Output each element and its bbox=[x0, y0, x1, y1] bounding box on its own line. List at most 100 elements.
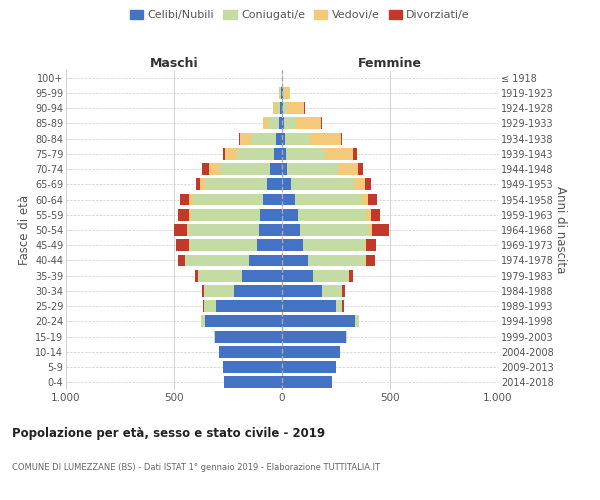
Bar bbox=[196, 178, 200, 190]
Bar bbox=[280, 87, 281, 99]
Bar bbox=[371, 224, 389, 236]
Bar bbox=[205, 178, 267, 190]
Bar bbox=[336, 300, 343, 312]
Bar bbox=[282, 118, 284, 130]
Bar bbox=[325, 148, 353, 160]
Text: COMUNE DI LUMEZZANE (BS) - Dati ISTAT 1° gennaio 2019 - Elaborazione TUTTITALIA.: COMUNE DI LUMEZZANE (BS) - Dati ISTAT 1°… bbox=[12, 462, 380, 471]
Bar bbox=[355, 178, 365, 190]
Bar bbox=[190, 240, 257, 251]
Bar bbox=[281, 87, 282, 99]
Bar bbox=[176, 240, 189, 251]
Bar bbox=[187, 224, 188, 236]
Bar bbox=[191, 209, 260, 220]
Bar bbox=[365, 254, 366, 266]
Bar bbox=[189, 240, 190, 251]
Bar bbox=[205, 316, 282, 328]
Bar bbox=[215, 330, 282, 342]
Bar bbox=[194, 270, 198, 281]
Bar bbox=[223, 361, 282, 373]
Bar bbox=[285, 132, 310, 144]
Bar bbox=[322, 285, 343, 297]
Bar bbox=[343, 285, 344, 297]
Bar bbox=[338, 163, 358, 175]
Bar bbox=[282, 163, 287, 175]
Bar bbox=[274, 102, 277, 114]
Bar bbox=[193, 194, 263, 205]
Bar bbox=[346, 330, 347, 342]
Bar bbox=[282, 224, 301, 236]
Bar bbox=[282, 178, 290, 190]
Bar bbox=[204, 285, 235, 297]
Bar bbox=[282, 209, 298, 220]
Bar bbox=[362, 194, 368, 205]
Bar bbox=[236, 148, 274, 160]
Bar bbox=[371, 209, 380, 220]
Bar bbox=[263, 194, 282, 205]
Bar bbox=[280, 102, 282, 114]
Bar bbox=[203, 300, 204, 312]
Bar bbox=[286, 148, 325, 160]
Bar bbox=[189, 209, 191, 220]
Bar bbox=[220, 163, 270, 175]
Bar bbox=[296, 118, 321, 130]
Bar bbox=[282, 87, 283, 99]
Bar bbox=[270, 163, 282, 175]
Bar bbox=[302, 240, 365, 251]
Bar bbox=[282, 148, 286, 160]
Bar bbox=[242, 270, 282, 281]
Bar bbox=[181, 194, 189, 205]
Text: Popolazione per età, sesso e stato civile - 2019: Popolazione per età, sesso e stato civil… bbox=[12, 428, 325, 440]
Bar bbox=[201, 316, 205, 328]
Bar bbox=[200, 178, 205, 190]
Bar bbox=[282, 102, 283, 114]
Text: Femmine: Femmine bbox=[358, 57, 422, 70]
Bar bbox=[355, 316, 359, 328]
Bar bbox=[185, 254, 248, 266]
Bar bbox=[239, 132, 240, 144]
Bar bbox=[349, 270, 353, 281]
Bar bbox=[275, 132, 282, 144]
Bar bbox=[204, 300, 216, 312]
Bar bbox=[216, 300, 282, 312]
Bar bbox=[282, 72, 283, 84]
Bar bbox=[214, 330, 215, 342]
Y-axis label: Fasce di età: Fasce di età bbox=[17, 195, 31, 265]
Bar bbox=[225, 148, 236, 160]
Bar bbox=[283, 102, 287, 114]
Bar bbox=[304, 102, 305, 114]
Bar bbox=[268, 118, 279, 130]
Bar bbox=[257, 240, 282, 251]
Bar bbox=[189, 194, 193, 205]
Y-axis label: Anni di nascita: Anni di nascita bbox=[554, 186, 568, 274]
Bar bbox=[174, 224, 187, 236]
Bar bbox=[287, 163, 338, 175]
Bar bbox=[274, 148, 282, 160]
Bar bbox=[366, 254, 375, 266]
Bar bbox=[282, 285, 322, 297]
Bar bbox=[279, 118, 282, 130]
Bar bbox=[198, 270, 242, 281]
Legend: Celibi/Nubili, Coniugati/e, Vedovi/e, Divorziati/e: Celibi/Nubili, Coniugati/e, Vedovi/e, Di… bbox=[125, 6, 475, 25]
Bar bbox=[284, 118, 296, 130]
Bar bbox=[178, 209, 189, 220]
Bar bbox=[282, 132, 285, 144]
Bar bbox=[295, 194, 362, 205]
Bar bbox=[202, 285, 204, 297]
Bar bbox=[282, 361, 336, 373]
Bar bbox=[282, 300, 336, 312]
Bar bbox=[209, 163, 220, 175]
Bar bbox=[282, 194, 295, 205]
Bar bbox=[282, 254, 308, 266]
Bar bbox=[366, 209, 371, 220]
Bar bbox=[251, 132, 275, 144]
Bar bbox=[259, 224, 282, 236]
Bar bbox=[287, 102, 304, 114]
Bar bbox=[301, 224, 370, 236]
Bar bbox=[368, 194, 377, 205]
Bar bbox=[282, 240, 302, 251]
Bar bbox=[343, 300, 344, 312]
Bar bbox=[202, 163, 209, 175]
Bar bbox=[223, 148, 225, 160]
Bar bbox=[284, 87, 290, 99]
Bar bbox=[282, 376, 332, 388]
